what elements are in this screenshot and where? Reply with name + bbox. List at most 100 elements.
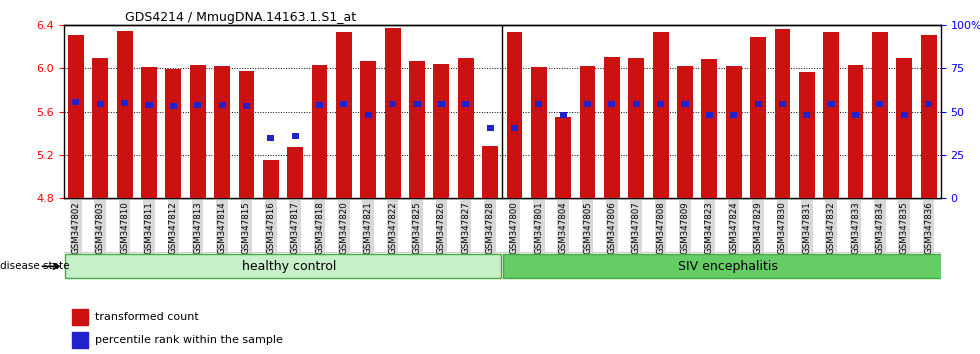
Text: GSM347810: GSM347810 bbox=[121, 201, 129, 254]
Bar bbox=[365, 112, 371, 118]
Bar bbox=[584, 101, 591, 107]
Bar bbox=[385, 28, 401, 198]
Bar bbox=[531, 67, 547, 198]
Text: GSM347827: GSM347827 bbox=[462, 201, 470, 254]
Bar bbox=[68, 35, 84, 198]
Bar bbox=[190, 65, 206, 198]
Bar bbox=[604, 57, 619, 198]
Text: healthy control: healthy control bbox=[242, 260, 336, 273]
Bar bbox=[750, 37, 766, 198]
Bar bbox=[73, 309, 88, 325]
Text: GSM347826: GSM347826 bbox=[437, 201, 446, 254]
Text: GSM347830: GSM347830 bbox=[778, 201, 787, 254]
Bar bbox=[438, 101, 445, 107]
Bar bbox=[238, 72, 255, 198]
Bar bbox=[215, 66, 230, 198]
Bar bbox=[848, 65, 863, 198]
Bar bbox=[774, 29, 790, 198]
Text: GSM347806: GSM347806 bbox=[608, 201, 616, 254]
Text: GSM347825: GSM347825 bbox=[413, 201, 421, 254]
Bar bbox=[507, 32, 522, 198]
Bar bbox=[292, 133, 299, 139]
Bar bbox=[263, 160, 278, 198]
Bar bbox=[458, 58, 473, 198]
Text: GSM347807: GSM347807 bbox=[632, 201, 641, 254]
Bar bbox=[706, 112, 712, 118]
Bar bbox=[117, 31, 132, 198]
Text: GSM347824: GSM347824 bbox=[729, 201, 738, 254]
Text: GSM347831: GSM347831 bbox=[803, 201, 811, 254]
Bar bbox=[560, 112, 566, 118]
Bar bbox=[823, 32, 839, 198]
Text: GSM347802: GSM347802 bbox=[72, 201, 80, 254]
Bar bbox=[609, 101, 615, 107]
Bar bbox=[433, 64, 449, 198]
Bar bbox=[827, 101, 835, 107]
Bar bbox=[804, 112, 810, 118]
Bar bbox=[97, 101, 104, 107]
Text: GSM347833: GSM347833 bbox=[851, 201, 860, 254]
Bar bbox=[633, 101, 640, 107]
Bar bbox=[166, 69, 181, 198]
Text: GSM347804: GSM347804 bbox=[559, 201, 567, 254]
Bar bbox=[876, 101, 883, 107]
Bar bbox=[389, 101, 396, 107]
Bar bbox=[872, 32, 888, 198]
Bar bbox=[122, 100, 128, 106]
Text: GSM347821: GSM347821 bbox=[364, 201, 372, 254]
Bar bbox=[779, 101, 786, 107]
Text: GSM347828: GSM347828 bbox=[485, 201, 495, 254]
Bar bbox=[897, 58, 912, 198]
Bar bbox=[414, 101, 420, 107]
Text: GSM347832: GSM347832 bbox=[827, 201, 836, 254]
Bar bbox=[92, 58, 108, 198]
Bar bbox=[511, 125, 518, 131]
Bar bbox=[677, 66, 693, 198]
Text: GSM347823: GSM347823 bbox=[705, 201, 713, 254]
Bar bbox=[920, 35, 937, 198]
Text: GSM347803: GSM347803 bbox=[96, 201, 105, 254]
Bar bbox=[268, 135, 274, 141]
Text: GSM347813: GSM347813 bbox=[193, 201, 202, 254]
Bar bbox=[194, 102, 201, 108]
Text: GSM347812: GSM347812 bbox=[169, 201, 177, 254]
Bar bbox=[340, 101, 348, 107]
Bar bbox=[336, 32, 352, 198]
Text: GSM347835: GSM347835 bbox=[900, 201, 908, 254]
Bar bbox=[73, 332, 88, 348]
Bar bbox=[726, 66, 742, 198]
Bar bbox=[579, 66, 596, 198]
Text: GSM347829: GSM347829 bbox=[754, 201, 762, 253]
Bar bbox=[243, 103, 250, 109]
Text: GSM347817: GSM347817 bbox=[291, 201, 300, 254]
Text: GSM347801: GSM347801 bbox=[534, 201, 543, 254]
Bar bbox=[653, 32, 668, 198]
Bar bbox=[852, 112, 859, 118]
Bar bbox=[702, 59, 717, 198]
Bar bbox=[463, 101, 469, 107]
FancyBboxPatch shape bbox=[504, 255, 952, 278]
FancyBboxPatch shape bbox=[65, 255, 501, 278]
Bar bbox=[486, 125, 494, 131]
Text: GSM347836: GSM347836 bbox=[924, 201, 933, 254]
Bar bbox=[312, 65, 327, 198]
Text: GSM347834: GSM347834 bbox=[875, 201, 884, 254]
Text: GSM347808: GSM347808 bbox=[657, 201, 665, 254]
Bar bbox=[799, 73, 814, 198]
Bar bbox=[681, 101, 689, 107]
Bar bbox=[535, 101, 542, 107]
Text: GSM347814: GSM347814 bbox=[218, 201, 226, 254]
Text: percentile rank within the sample: percentile rank within the sample bbox=[95, 335, 283, 346]
Bar bbox=[170, 103, 177, 109]
Bar bbox=[657, 101, 664, 107]
Bar bbox=[141, 67, 157, 198]
Text: transformed count: transformed count bbox=[95, 312, 199, 322]
Bar bbox=[628, 58, 644, 198]
Bar bbox=[287, 147, 303, 198]
Bar bbox=[316, 102, 323, 108]
Bar bbox=[409, 61, 425, 198]
Text: SIV encephalitis: SIV encephalitis bbox=[678, 260, 777, 273]
Bar bbox=[901, 112, 907, 118]
Bar bbox=[219, 102, 225, 108]
Text: GSM347820: GSM347820 bbox=[339, 201, 348, 254]
